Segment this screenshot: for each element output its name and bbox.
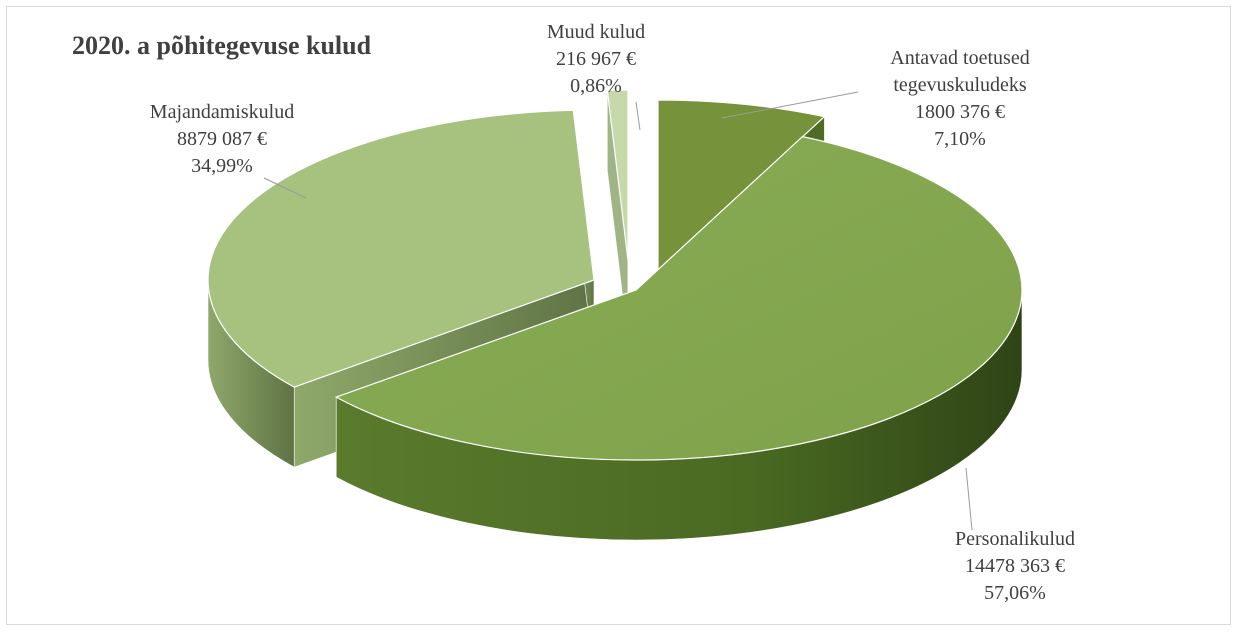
label-name: tegevuskuludeks bbox=[893, 74, 1027, 96]
chart-title: 2020. a põhitegevuse kulud bbox=[72, 31, 372, 60]
data-label-majandamiskulud: Majandamiskulud 8879 087 € 34,99% bbox=[150, 101, 307, 199]
slice-top bbox=[606, 89, 629, 261]
label-value: 8879 087 € bbox=[177, 128, 267, 150]
leader-line bbox=[965, 467, 973, 531]
label-percent: 0,86% bbox=[570, 75, 622, 97]
leader-line bbox=[721, 91, 859, 119]
label-value: 1800 376 € bbox=[915, 101, 1005, 123]
label-name: Personalikulud bbox=[955, 528, 1075, 550]
label-percent: 57,06% bbox=[984, 582, 1046, 604]
slice-top bbox=[334, 135, 1023, 461]
label-percent: 34,99% bbox=[191, 155, 253, 177]
leader-line bbox=[635, 101, 641, 131]
label-name: Majandamiskulud bbox=[150, 101, 294, 123]
label-value: 14478 363 € bbox=[965, 555, 1065, 577]
data-label-personalikulud: Personalikulud 14478 363 € 57,06% bbox=[955, 467, 1075, 604]
slice-top bbox=[207, 109, 595, 388]
slice-top bbox=[657, 99, 826, 272]
pie-slice-muud-kulud bbox=[606, 89, 629, 341]
label-name: Antavad toetused bbox=[890, 47, 1029, 69]
label-percent: 7,10% bbox=[934, 128, 986, 150]
leader-line bbox=[263, 177, 307, 199]
label-value: 216 967 € bbox=[556, 48, 636, 70]
pie-slice-personalikulud bbox=[334, 135, 1023, 541]
data-label-muud-kulud: Muud kulud 216 967 € 0,86% bbox=[547, 21, 645, 131]
data-label-antavad-toetused-tegevuskuludeks: Antavad toetused tegevuskuludeks 1800 376 … bbox=[721, 47, 1030, 150]
label-name: Muud kulud bbox=[547, 21, 645, 43]
